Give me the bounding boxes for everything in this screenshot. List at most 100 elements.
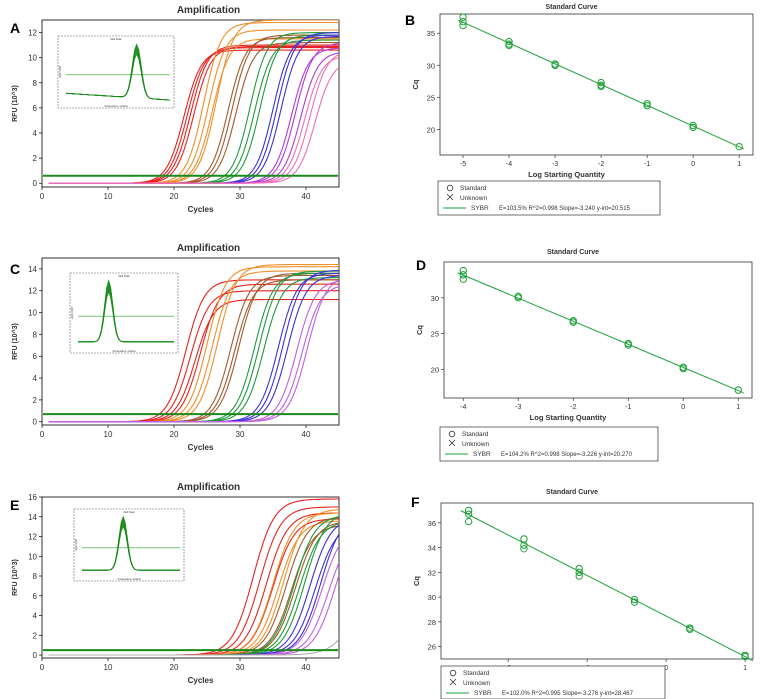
chart-title: Amplification <box>177 243 240 254</box>
y-axis-label: RFU (10^3) <box>11 85 19 122</box>
y-tick-label: 14 <box>28 513 37 522</box>
y-tick-label: 10 <box>28 54 37 63</box>
inset-y-label: -d(RFU)/dT <box>59 65 62 78</box>
y-tick-label: 30 <box>428 593 436 602</box>
legend: Standard Unknown SYBR E=102.0% R^2=0.995 Sl… <box>440 665 666 699</box>
standard-point <box>735 142 743 151</box>
standard-point <box>551 61 559 69</box>
y-tick-label: 0 <box>33 179 38 188</box>
x-tick-label: 10 <box>104 430 113 439</box>
legend-series-label: SYBR <box>473 451 491 458</box>
legend-fit-stats: E=103.5% R^2=0.998 Slope=-3.240 y-int=20… <box>499 206 631 212</box>
x-tick-label: -4 <box>460 404 466 411</box>
x-tick-label: 1 <box>737 161 741 168</box>
inset-frame <box>69 272 179 354</box>
x-tick-label: -5 <box>460 161 466 168</box>
x-tick-label: -4 <box>506 161 512 168</box>
y-tick-label: 6 <box>33 352 38 361</box>
standard-point <box>464 510 473 518</box>
melt-peak-inset: Melt Peak Temperature, Celsius -d(RFU)/dT <box>57 35 175 109</box>
inset-x-label: Temperature, Celsius <box>117 578 141 581</box>
legend-series-label: SYBR <box>474 690 492 697</box>
y-tick-label: 20 <box>427 125 435 134</box>
x-tick-label: -2 <box>598 161 604 168</box>
inset-title: Melt Peak <box>118 275 130 278</box>
x-tick-label: -3 <box>515 404 521 411</box>
legend-series-label: SYBR <box>471 205 489 212</box>
standard-point <box>464 517 473 526</box>
y-tick-label: 0 <box>33 418 38 427</box>
standard-point <box>459 271 467 279</box>
melt-curve <box>78 279 174 343</box>
chart-title: Amplification <box>177 482 240 493</box>
y-tick-label: 8 <box>33 79 38 88</box>
standard-point <box>689 121 697 130</box>
x-tick-label: 10 <box>104 663 113 672</box>
legend-unknown-label: Unknown <box>462 441 489 448</box>
y-tick-label: 16 <box>28 493 37 502</box>
legend-unknown-symbol <box>446 193 454 201</box>
legend-standard-label: Standard <box>462 431 489 438</box>
x-tick-label: 0 <box>40 430 45 439</box>
y-tick-label: 12 <box>28 29 37 38</box>
x-tick-label: 10 <box>104 192 113 201</box>
chart-title: Amplification <box>177 5 240 16</box>
standard-point <box>597 78 605 87</box>
standard-curve-chart-b: Standard Curve -5 -4 -3 -2 -1 0 1 20 25 30 35 Log St… <box>411 4 754 216</box>
x-axis-label: Cycles <box>188 676 214 685</box>
y-tick-label: 36 <box>428 519 436 528</box>
melt-curve <box>82 515 180 571</box>
x-tick-label: -1 <box>644 161 650 168</box>
x-tick-label: 0 <box>681 404 685 411</box>
standard-point <box>686 625 694 633</box>
standard-point <box>459 266 467 275</box>
legend-unknown-label: Unknown <box>463 680 490 687</box>
standard-curve-chart-f: Standard Curve-2-101262830323436Log Star… <box>412 489 754 699</box>
y-axis-label: RFU (10^3) <box>11 559 19 596</box>
standard-point <box>734 386 742 394</box>
curves <box>43 263 339 423</box>
standard-point <box>459 21 467 30</box>
y-tick-label: 6 <box>33 592 38 601</box>
x-tick-label: 20 <box>170 663 179 672</box>
x-tick-label: 20 <box>170 192 179 201</box>
y-tick-label: 25 <box>427 93 435 102</box>
amplification-chart-e: Amplification 0 10 20 30 40 0 2 4 6 8 10 12 14 16 Cycle… <box>11 482 340 685</box>
melt-curve <box>65 43 171 101</box>
inset-title: Melt Peak <box>110 38 122 41</box>
legend: Standard Unknown SYBR E=103.5% R^2=0.998 Sl… <box>437 180 661 216</box>
inset-title: Melt Peak <box>123 511 135 514</box>
panel-label-b: B <box>405 12 416 28</box>
y-axis-label: Cq <box>411 79 420 89</box>
x-axis-label: Log Starting Quantity <box>530 413 607 422</box>
standard-point <box>464 506 473 515</box>
y-tick-label: 12 <box>28 533 37 542</box>
x-axis-label: Cycles <box>188 443 214 452</box>
x-tick-label: 0 <box>40 192 45 201</box>
legend-standard-symbol <box>446 184 454 192</box>
standard-point <box>741 652 749 661</box>
standard-point <box>569 318 577 326</box>
amplification-curve-purple <box>48 279 339 423</box>
inset-frame <box>57 35 175 109</box>
legend-standard-symbol <box>449 669 457 677</box>
standard-point <box>679 364 687 373</box>
x-tick-label: 40 <box>302 192 311 201</box>
y-tick-label: 35 <box>427 29 435 38</box>
x-tick-label: 30 <box>236 663 245 672</box>
standard-point <box>520 545 528 553</box>
y-tick-label: 10 <box>28 552 37 561</box>
y-tick-label: 8 <box>33 330 38 339</box>
standard-point <box>575 568 583 577</box>
y-tick-label: 10 <box>28 309 37 318</box>
inset-y-label: -d(RFU)/dT <box>75 538 78 551</box>
standard-point <box>575 564 583 573</box>
y-axis-label: Cq <box>412 576 421 586</box>
chart-title: Standard Curve <box>547 249 599 256</box>
y-tick-label: 25 <box>431 330 439 339</box>
standard-curve-chart-d: Standard Curve -4 -3 -2 -1 0 1 20 25 30 Log Starti… <box>415 249 753 462</box>
x-tick-label: -2 <box>570 404 576 411</box>
melt-peak-inset: Melt Peak Temperature, Celsius -d(RFU)/dT <box>73 508 185 582</box>
inset-x-label: Temperature, Celsius <box>104 105 128 108</box>
standard-point <box>520 541 528 549</box>
